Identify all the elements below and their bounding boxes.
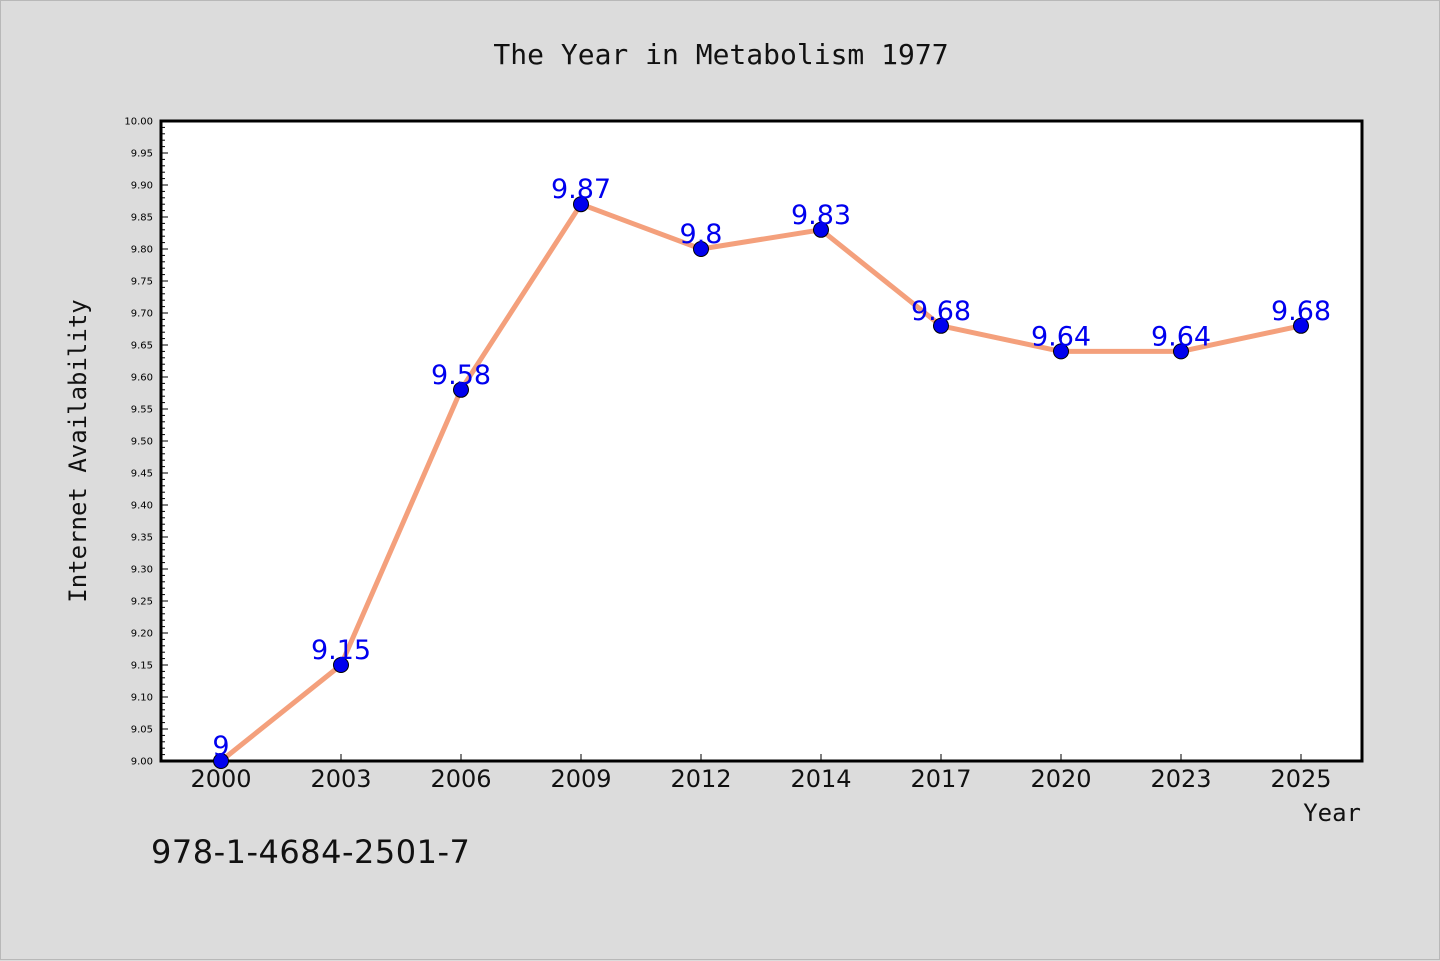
data-label: 9.8 <box>680 219 723 250</box>
x-axis-label: Year <box>1303 799 1361 827</box>
data-label: 9.64 <box>1151 321 1211 352</box>
y-tick-label: 9.70 <box>131 309 153 320</box>
data-label: 9.64 <box>1031 321 1091 352</box>
x-tick-label: 2020 <box>1030 765 1091 793</box>
data-label: 9.68 <box>1271 296 1331 327</box>
y-tick-label: 9.95 <box>131 149 153 160</box>
y-tick-label: 9.30 <box>131 565 153 576</box>
data-label: 9.83 <box>791 200 851 231</box>
y-tick-label: 9.35 <box>131 533 153 544</box>
data-point <box>1053 343 1069 360</box>
x-tick-label: 2000 <box>190 765 251 793</box>
y-tick-label: 9.75 <box>131 277 153 288</box>
x-tick-label: 2014 <box>790 765 851 793</box>
y-tick-label: 9.85 <box>131 213 153 224</box>
y-tick-label: 9.25 <box>131 597 153 608</box>
data-point <box>1173 343 1189 360</box>
isbn-code: 978-1-4684-2501-7 <box>151 833 471 871</box>
data-label: 9.68 <box>911 296 971 327</box>
data-point <box>1293 317 1309 334</box>
data-point <box>693 241 709 257</box>
data-label: 9.58 <box>431 360 491 391</box>
x-tick-label: 2017 <box>910 765 971 793</box>
data-point <box>453 381 469 398</box>
y-axis-label: Internet Availability <box>64 299 92 602</box>
x-tick-label: 2003 <box>310 765 371 793</box>
x-tick-label: 2006 <box>430 765 491 793</box>
x-axis: 2000 2003 2006 2009 2012 2014 2017 2020 2023 2025 <box>190 754 1332 793</box>
y-tick-label: 9.20 <box>131 629 153 640</box>
y-tick-label: 9.10 <box>131 693 153 704</box>
x-tick-label: 2025 <box>1270 765 1331 793</box>
y-axis: 9.00 9.05 9.10 9.15 9.20 9.25 9.30 9.35 9.40 9.45… <box>124 117 168 768</box>
y-tick-label: 9.15 <box>131 661 153 672</box>
data-point <box>333 657 349 673</box>
y-tick-label: 9.60 <box>131 373 153 384</box>
y-tick-label: 9.50 <box>131 437 153 448</box>
y-tick-label: 9.65 <box>131 341 153 352</box>
data-label: 9.15 <box>311 635 371 666</box>
data-point <box>213 753 229 769</box>
data-label: 9.87 <box>551 174 611 205</box>
y-tick-label: 9.00 <box>131 757 153 768</box>
plot-area <box>159 119 1364 763</box>
y-tick-label: 9.40 <box>131 501 153 512</box>
data-point <box>573 196 589 213</box>
data-point <box>933 317 949 334</box>
data-point <box>813 221 829 238</box>
series: 9 9.15 9.58 9.87 9.8 9.83 9.68 9.64 9.64 9.68 <box>212 174 1331 769</box>
series-line <box>219 201 1302 763</box>
y-tick-label: 9.05 <box>131 725 153 736</box>
y-tick-label: 10.00 <box>124 117 153 128</box>
x-tick-label: 2023 <box>1150 765 1211 793</box>
data-label: 9 <box>212 731 229 762</box>
y-tick-label: 9.90 <box>131 181 153 192</box>
x-tick-label: 2009 <box>550 765 611 793</box>
x-tick-label: 2012 <box>670 765 731 793</box>
y-tick-label: 9.80 <box>131 245 153 256</box>
chart-title: The Year in Metabolism 1977 <box>493 38 948 71</box>
y-tick-label: 9.55 <box>131 405 153 416</box>
y-tick-label: 9.45 <box>131 469 153 480</box>
